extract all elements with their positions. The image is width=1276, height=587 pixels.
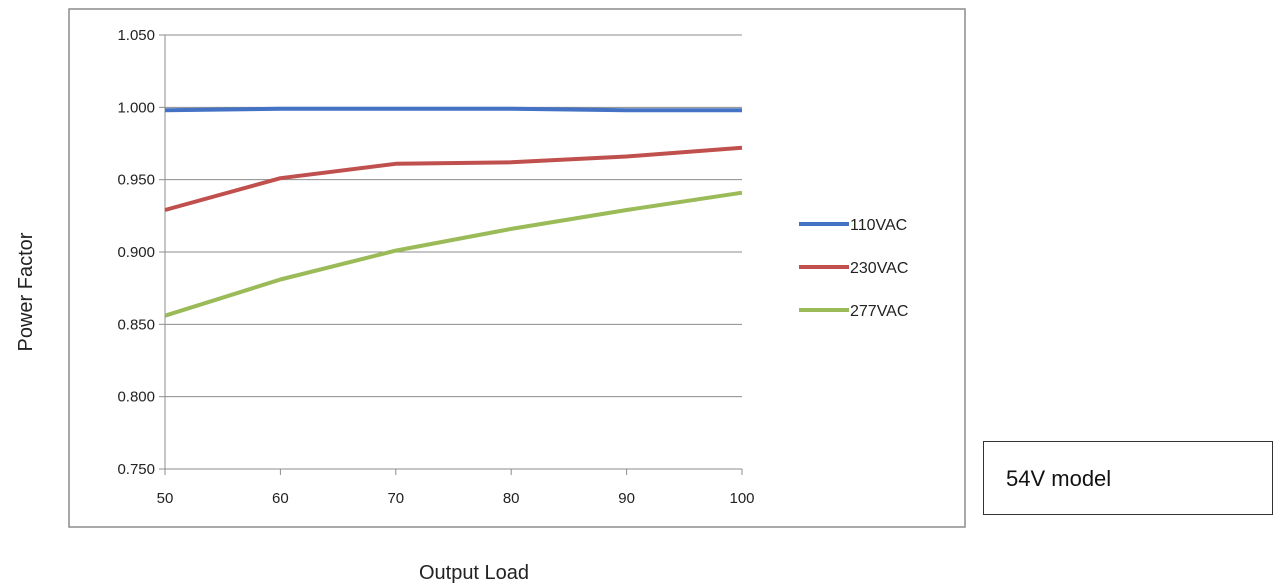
legend: 110VAC 230VAC 277VAC	[799, 217, 908, 320]
y-tick-label: 0.750	[117, 461, 155, 478]
y-tick-label: 1.050	[117, 27, 155, 44]
series-lines	[164, 106, 743, 318]
x-tick-labels: 50 60 70 80 90 100	[157, 490, 755, 507]
x-tick-label: 60	[272, 490, 289, 507]
series-line-110vac	[164, 106, 742, 113]
y-axis-title: Power Factor	[15, 232, 37, 351]
legend-label: 230VAC	[850, 260, 908, 277]
series-line-277vac	[164, 190, 743, 318]
y-tick-label: 0.800	[117, 389, 155, 406]
y-tick-label: 0.950	[117, 172, 155, 189]
x-tick-label: 90	[618, 490, 635, 507]
x-axis-title: Output Load	[419, 562, 529, 584]
model-label: 54V model	[1006, 466, 1112, 491]
model-annotation-box: 54V model	[983, 441, 1273, 515]
axes	[159, 34, 743, 475]
y-tick-label: 1.000	[117, 99, 155, 116]
x-tick-label: 70	[387, 490, 404, 507]
x-tick-label: 100	[729, 490, 754, 507]
y-tick-label: 0.850	[117, 316, 155, 333]
x-tick-label: 80	[503, 490, 520, 507]
legend-label: 277VAC	[850, 303, 908, 320]
series-line-230vac	[164, 145, 743, 212]
legend-label: 110VAC	[850, 217, 907, 234]
y-tick-label: 0.900	[117, 244, 155, 261]
x-tick-label: 50	[157, 490, 174, 507]
y-tick-labels: 0.750 0.800 0.850 0.900 0.950 1.000 1.050	[117, 27, 155, 478]
